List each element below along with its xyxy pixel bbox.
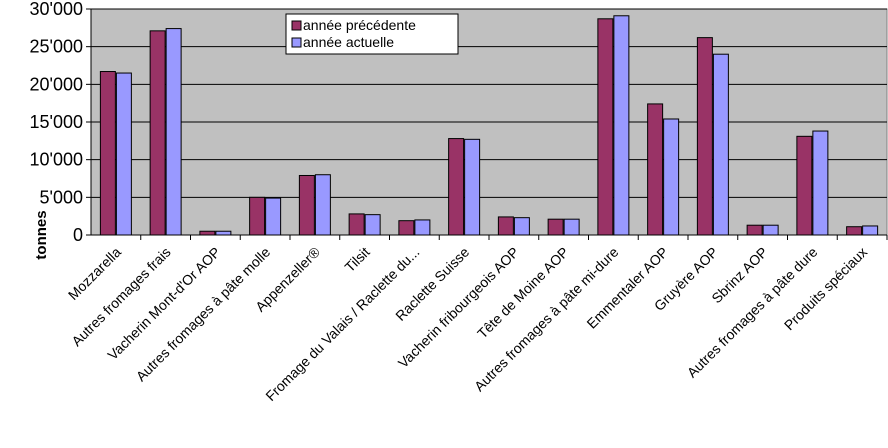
y-tick-label: 30'000: [30, 0, 84, 19]
legend-label-current: année actuelle: [303, 34, 394, 50]
legend-box: [285, 13, 459, 55]
bar-previous-year: [99, 71, 116, 236]
bar-current-year: [563, 218, 580, 236]
bar-current-year: [862, 225, 879, 236]
x-tick-label: Tilsit: [341, 244, 372, 275]
bar-previous-year: [497, 216, 514, 236]
y-tick-label: 20'000: [30, 74, 84, 94]
bar-previous-year: [448, 138, 465, 236]
bar-previous-year: [796, 135, 813, 236]
bar-previous-year: [298, 174, 315, 236]
bar-previous-year: [249, 196, 266, 236]
y-tick-label: 5'000: [40, 187, 83, 207]
bar-previous-year: [597, 18, 614, 236]
bar-previous-year: [199, 230, 216, 236]
y-tick-label: 0: [73, 225, 83, 245]
bar-current-year: [762, 224, 779, 236]
y-axis: 0 5'000 10'000 15'000 20'000 25'000 30'000: [30, 0, 92, 245]
legend: année précédente année actuelle: [285, 13, 459, 55]
legend-swatch-previous: [291, 20, 302, 31]
bar-current-year: [613, 15, 630, 236]
bar-current-year: [712, 53, 729, 236]
y-tick-label: 25'000: [30, 37, 84, 57]
bar-current-year: [812, 130, 829, 236]
bar-previous-year: [647, 103, 664, 236]
y-tick-label: 10'000: [30, 150, 84, 170]
legend-swatch-current: [291, 37, 302, 48]
bar-previous-year: [149, 30, 166, 236]
legend-label-previous: année précédente: [303, 17, 416, 33]
bars: [99, 15, 879, 236]
bar-current-year: [265, 197, 282, 236]
bar-previous-year: [398, 220, 415, 236]
x-tick-label: Produits spéciaux: [781, 244, 870, 333]
bar-previous-year: [348, 213, 365, 236]
bar-current-year: [165, 28, 182, 236]
y-axis-title: tonnes: [33, 210, 50, 259]
y-tick-label: 15'000: [30, 112, 84, 132]
bar-previous-year: [547, 218, 564, 236]
bar-current-year: [215, 230, 232, 236]
bar-current-year: [314, 174, 331, 236]
gridlines: [91, 8, 887, 198]
bar-current-year: [414, 219, 431, 236]
bar-previous-year: [696, 37, 713, 236]
bar-current-year: [663, 118, 680, 236]
bar-previous-year: [846, 226, 863, 236]
x-tick-label: Tête de Moine AOP: [474, 244, 572, 342]
bar-current-year: [513, 217, 530, 236]
bar-current-year: [115, 72, 132, 236]
bar-current-year: [364, 214, 381, 236]
x-tick-label: Autres fromages frais: [68, 244, 173, 349]
bar-current-year: [464, 138, 481, 236]
bar-previous-year: [746, 224, 763, 236]
